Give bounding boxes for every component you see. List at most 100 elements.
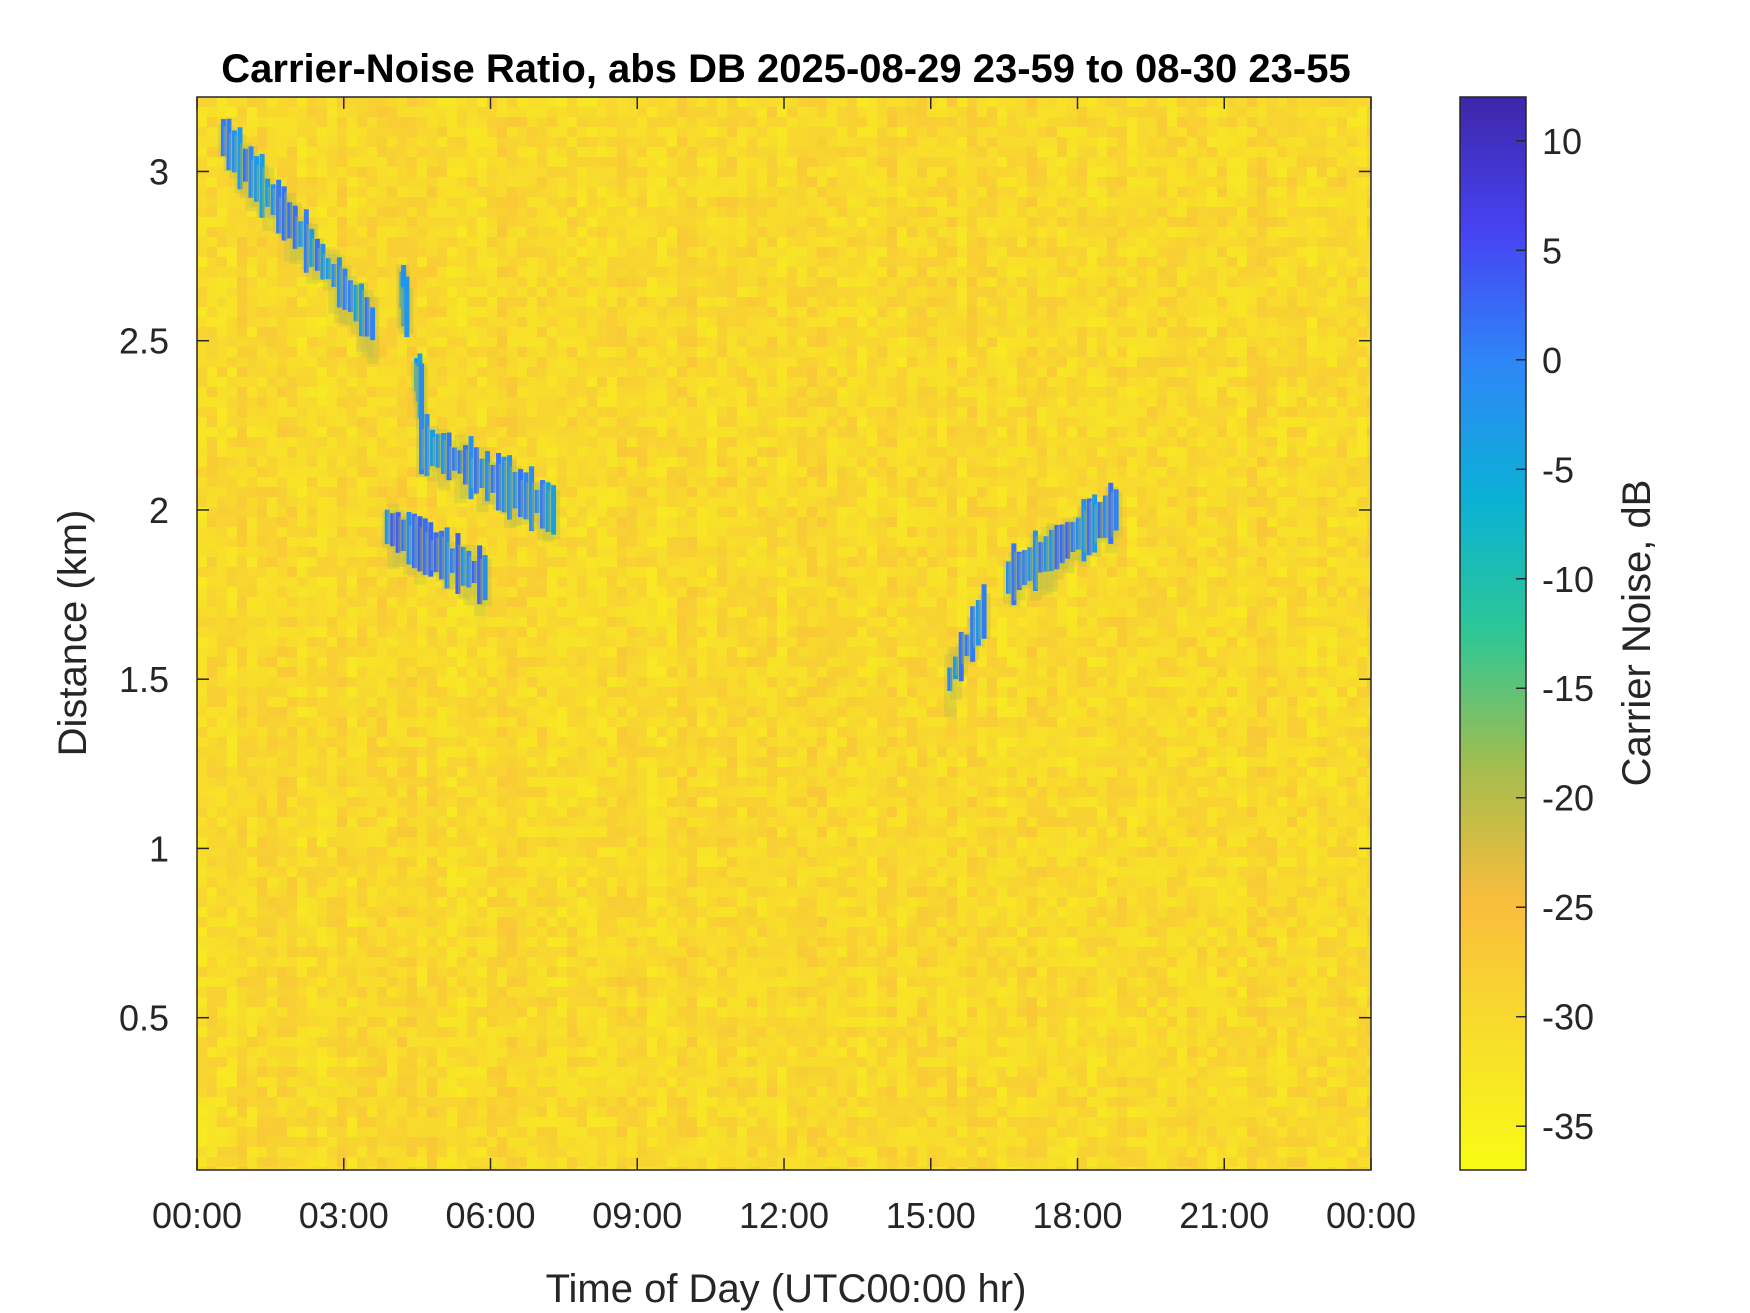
heatmap-cell — [247, 227, 257, 237]
heatmap-cell — [587, 437, 597, 447]
heatmap-cell — [437, 1097, 447, 1107]
heatmap-cell — [337, 1047, 347, 1057]
heatmap-cell — [617, 887, 627, 897]
heatmap-cell — [567, 137, 577, 147]
heatmap-cell — [337, 617, 347, 627]
heatmap-cell — [467, 1027, 477, 1037]
heatmap-cell — [637, 357, 647, 367]
heatmap-cell — [307, 377, 317, 387]
heatmap-cell — [327, 327, 337, 337]
heatmap-cell — [227, 187, 237, 197]
heatmap-cell — [557, 667, 567, 677]
heatmap-cell — [227, 367, 237, 377]
heatmap-cell — [577, 1067, 587, 1077]
heatmap-cell — [267, 507, 277, 517]
heatmap-cell — [417, 747, 427, 757]
heatmap-cell — [287, 517, 297, 527]
heatmap-cell — [557, 407, 567, 417]
heatmap-cell — [567, 1037, 577, 1047]
heatmap-cell — [617, 507, 627, 517]
heatmap-cell — [557, 1167, 567, 1170]
heatmap-cell — [427, 707, 437, 717]
heatmap-cell — [467, 837, 477, 847]
heatmap-cell — [327, 927, 337, 937]
heatmap-cell — [237, 437, 247, 447]
heatmap-cell — [447, 527, 457, 537]
heatmap-cell — [637, 907, 647, 917]
heatmap-cell — [517, 1087, 527, 1097]
heatmap-cell — [387, 897, 397, 907]
heatmap-cell — [297, 537, 307, 547]
heatmap-cell — [367, 267, 377, 277]
heatmap-cell — [397, 817, 407, 827]
heatmap-cell — [207, 297, 217, 307]
heatmap-cell — [527, 437, 537, 447]
heatmap-cell — [347, 507, 357, 517]
heatmap-cell — [497, 997, 507, 1007]
heatmap-cell — [217, 357, 227, 367]
heatmap-cell — [497, 377, 507, 387]
heatmap-cell — [567, 1007, 577, 1017]
heatmap-cell — [417, 617, 427, 627]
heatmap-cell — [457, 247, 467, 257]
heatmap-cell — [597, 197, 607, 207]
heatmap-cell — [227, 917, 237, 927]
heatmap-cell — [427, 297, 437, 307]
heatmap-cell — [227, 1007, 237, 1017]
heatmap-cell — [477, 417, 487, 427]
heatmap-cell — [547, 1037, 557, 1047]
heatmap-cell — [267, 307, 277, 317]
heatmap-cell — [267, 247, 277, 257]
heatmap-cell — [207, 967, 217, 977]
heatmap-cell — [277, 167, 287, 177]
heatmap-cell — [267, 177, 277, 187]
heatmap-cell — [397, 1157, 407, 1167]
heatmap-cell — [227, 547, 237, 557]
heatmap-cell — [457, 387, 467, 397]
heatmap-cell — [557, 867, 567, 877]
heatmap-cell — [557, 757, 567, 767]
heatmap-cell — [457, 497, 467, 507]
heatmap-cell — [547, 337, 557, 347]
heatmap-cell — [297, 1107, 307, 1117]
heatmap-cell — [227, 407, 237, 417]
heatmap-cell — [317, 737, 327, 747]
heatmap-cell — [317, 1017, 327, 1027]
heatmap-cell — [617, 377, 627, 387]
heatmap-cell — [437, 367, 447, 377]
heatmap-cell — [607, 587, 617, 597]
heatmap-cell — [247, 407, 257, 417]
heatmap-cell — [547, 707, 557, 717]
heatmap-cell — [357, 697, 367, 707]
heatmap-cell — [557, 587, 567, 597]
heatmap-cell — [507, 307, 517, 317]
heatmap-cell — [607, 707, 617, 717]
heatmap-cell — [427, 697, 437, 707]
heatmap-cell — [547, 287, 557, 297]
heatmap-cell — [257, 807, 267, 817]
heatmap-cell — [327, 477, 337, 487]
heatmap-cell — [357, 427, 367, 437]
heatmap-cell — [207, 597, 217, 607]
heatmap-cell — [487, 937, 497, 947]
heatmap-cell — [647, 757, 657, 767]
heatmap-cell — [287, 1067, 297, 1077]
heatmap-cell — [647, 177, 657, 187]
heatmap-cell — [287, 1107, 297, 1117]
heatmap-cell — [257, 607, 267, 617]
heatmap-cell — [557, 827, 567, 837]
heatmap-cell — [217, 257, 227, 267]
heatmap-cell — [647, 317, 657, 327]
heatmap-cell — [377, 1127, 387, 1137]
heatmap-cell — [437, 397, 447, 407]
heatmap-cell — [377, 1107, 387, 1117]
heatmap-cell — [207, 577, 217, 587]
heatmap-cell — [287, 337, 297, 347]
heatmap-cell — [367, 817, 377, 827]
heatmap-cell — [327, 287, 337, 297]
heatmap-cell — [277, 477, 287, 487]
heatmap-cell — [367, 167, 377, 177]
heatmap-cell — [197, 957, 207, 967]
heatmap-cell — [307, 337, 317, 347]
heatmap-cell — [397, 147, 407, 157]
